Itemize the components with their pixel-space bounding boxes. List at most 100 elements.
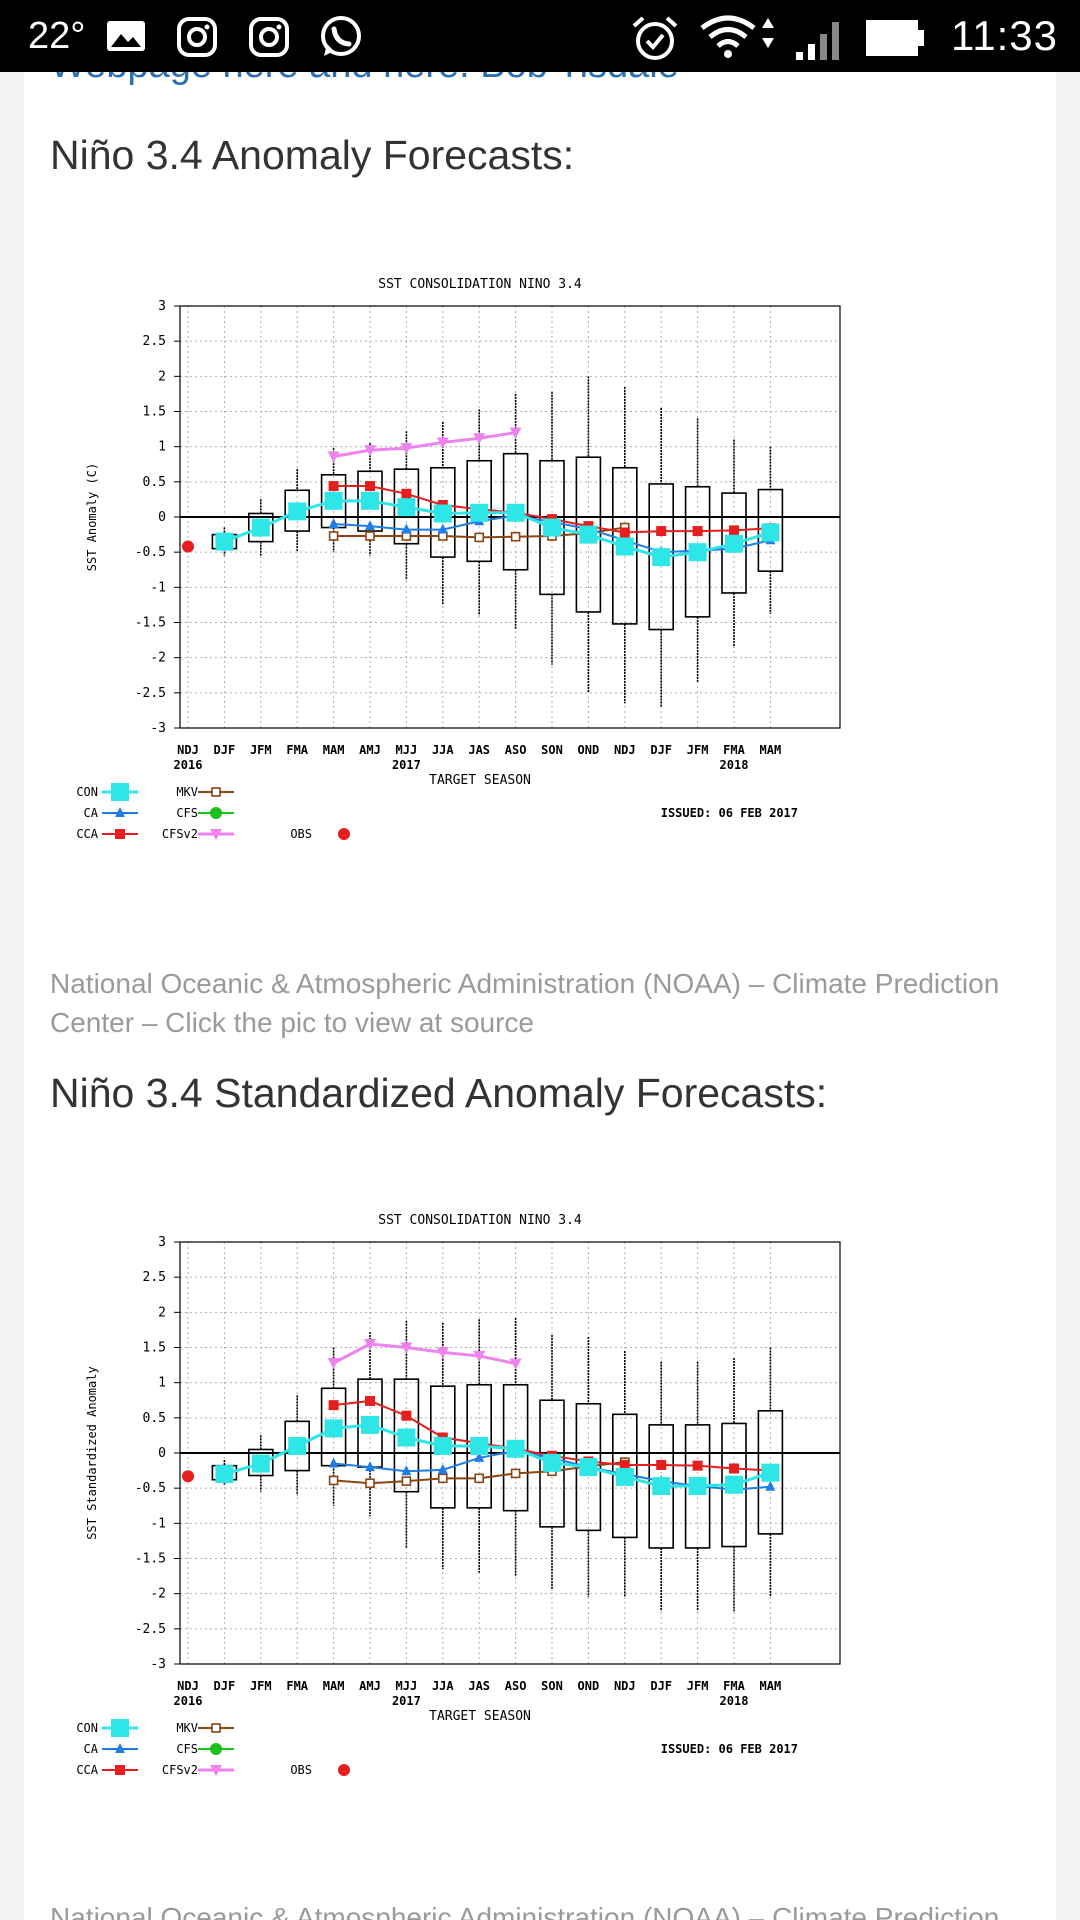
legend-marker [210,807,222,819]
box [393,1378,420,1493]
series-point [328,1457,339,1468]
y-tick-label: 3 [158,299,166,314]
series-point [510,531,521,542]
instagram-icon [249,17,289,57]
x-tick-label: MJJ [396,1679,418,1693]
series-point [579,525,598,544]
series-point [365,1478,375,1489]
series-point [324,491,343,510]
x-tick-label: JFM [687,1679,709,1693]
legend-label: CFS [176,806,198,820]
x-tick-label: OND [578,743,600,757]
image-caption-anomaly[interactable]: National Oceanic & Atmospheric Administr… [50,968,1000,1038]
box [284,1420,310,1472]
series-point [361,491,379,510]
series-con [215,491,780,567]
legend-label: OBS [290,1763,312,1777]
series-point [509,427,522,439]
legend-label: CFS [176,1742,198,1756]
series-point [652,548,671,567]
box [539,459,565,596]
y-tick-label: 1.5 [143,405,166,420]
y-tick-label: 2.5 [143,1270,166,1285]
x-tick-label: MJJ [396,743,418,757]
legend-marker [115,1765,125,1775]
series-point [543,1453,561,1472]
y-tick-label: 1 [158,440,166,455]
series-point [473,1350,486,1362]
series-point [328,1400,339,1411]
y-axis-label: SST Standardized Anomaly [85,1366,99,1539]
series-point [474,532,485,543]
series-point [470,1436,489,1455]
x-tick-label: JAS [468,1679,490,1693]
series-point [656,526,667,537]
series-point [761,1463,780,1482]
y-tick-label: 2.5 [143,334,166,349]
y-tick-label: 1.5 [143,1341,166,1356]
x-tick-label: ASO [505,743,527,757]
legend-marker [338,828,350,840]
box [721,492,747,594]
series-point [401,523,412,534]
series-point [324,1419,343,1438]
legend-marker [111,1719,129,1737]
x-year-label: 2017 [392,758,421,772]
series-point [182,1470,194,1483]
series-obs [182,540,194,553]
boxes [211,1317,784,1612]
series-point [692,526,703,537]
series-point [215,1465,234,1484]
series-point [327,1357,340,1369]
series-point [327,451,340,463]
series-point [437,523,448,534]
y-tick-label: 0 [158,510,166,525]
legend-marker [115,1743,125,1753]
series-point [361,1415,379,1434]
legend-marker [115,829,125,839]
series-point [656,1459,667,1470]
legend-label: CFSv2 [162,1763,198,1777]
series-point [437,1463,448,1474]
series-point [474,1473,485,1484]
issued-label: ISSUED: 06 FEB 2017 [661,806,798,820]
series-con [215,1415,780,1496]
source-links-text[interactable]: Webpage here and here. Bob Tisdale [50,72,679,87]
x-tick-label: FMA [286,1679,308,1693]
series-point [765,1480,776,1491]
box [611,466,638,625]
series-point [579,1458,598,1477]
series-point [436,1347,449,1359]
box [757,488,784,572]
series-point [437,1473,448,1484]
chart-sst-standardized[interactable]: SST CONSOLIDATION NINO 3.4 3 2.5 2 1.5 1 0.5 0 -… [52,1178,1012,1878]
series-point [510,1468,521,1479]
series-point [400,443,413,455]
legend-label: CON [76,785,98,799]
series-point [615,1467,634,1486]
alarm-icon [632,16,678,60]
legend-marker [210,1765,222,1776]
legend-label: CA [84,806,99,820]
series-point [474,1451,485,1462]
legend-marker [338,1764,350,1776]
legend-label: CA [84,1742,99,1756]
x-tick-label: NDJ [614,1679,636,1693]
image-caption-standardized[interactable]: National Oceanic & Atmospheric Administr… [50,1902,1000,1920]
y-tick-label: -1.5 [135,1552,166,1567]
x-tick-label: JFM [250,743,272,757]
series-point [364,1338,376,1350]
series-point [543,518,561,537]
x-tick-label: AMJ [359,743,381,757]
series-point [688,543,707,562]
x-tick-label: NDJ [177,743,199,757]
x-tick-label: MAM [323,1679,345,1693]
box [284,489,310,532]
x-tick-label: JFM [250,1679,272,1693]
x-tick-label: JFM [687,743,709,757]
y-tick-label: -1 [150,1516,166,1531]
chart-sst-anomaly[interactable]: SST CONSOLIDATION NINO 3.4 3 2.5 2 1.5 1 0.5 0 -… [52,242,1012,942]
series-point [365,531,375,541]
series-point [729,1463,739,1474]
series-point [288,502,307,521]
